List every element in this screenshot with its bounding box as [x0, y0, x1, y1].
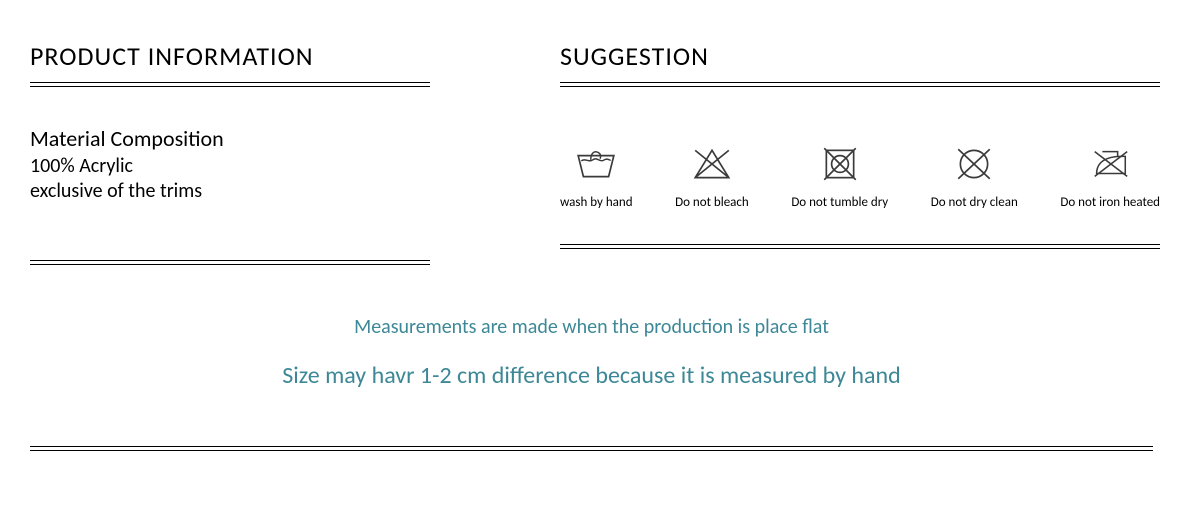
- hand-wash-icon: [575, 145, 617, 183]
- care-label: Do not tumble dry: [791, 195, 888, 210]
- do-not-iron-icon: [1089, 145, 1131, 183]
- product-info-section: PRODUCT INFORMATION Material Composition…: [30, 40, 430, 265]
- divider-double-line: [560, 244, 1160, 249]
- care-item-do-not-tumble-dry: Do not tumble dry: [791, 145, 888, 210]
- do-not-dry-clean-icon: [953, 145, 995, 183]
- care-label: Do not iron heated: [1060, 195, 1160, 210]
- divider-double-line: [30, 446, 1153, 451]
- care-item-do-not-dry-clean: Do not dry clean: [931, 145, 1018, 210]
- note-line-1: Measurements are made when the productio…: [0, 315, 1183, 339]
- care-item-do-not-iron: Do not iron heated: [1060, 145, 1160, 210]
- care-label: Do not bleach: [675, 195, 749, 210]
- suggestion-section: SUGGESTION wash by hand: [560, 40, 1160, 265]
- material-line-2: exclusive of the trims: [30, 179, 430, 204]
- care-item-do-not-bleach: Do not bleach: [675, 145, 749, 210]
- note-line-2: Size may havr 1-2 cm difference because …: [0, 361, 1183, 390]
- material-composition-block: Material Composition 100% Acrylic exclus…: [30, 125, 430, 204]
- material-heading: Material Composition: [30, 125, 430, 152]
- measurement-notes: Measurements are made when the productio…: [0, 315, 1183, 390]
- do-not-bleach-icon: [691, 145, 733, 183]
- divider-double-line: [30, 82, 430, 87]
- divider-double-line: [30, 260, 430, 265]
- divider-double-line: [560, 82, 1160, 87]
- care-item-wash-by-hand: wash by hand: [560, 145, 633, 210]
- care-label: Do not dry clean: [931, 195, 1018, 210]
- suggestion-title: SUGGESTION: [560, 40, 1160, 82]
- care-label: wash by hand: [560, 195, 633, 210]
- do-not-tumble-dry-icon: [819, 145, 861, 183]
- product-info-title: PRODUCT INFORMATION: [30, 40, 430, 82]
- material-line-1: 100% Acrylic: [30, 154, 430, 179]
- care-icons-row: wash by hand Do not bleach: [560, 145, 1160, 210]
